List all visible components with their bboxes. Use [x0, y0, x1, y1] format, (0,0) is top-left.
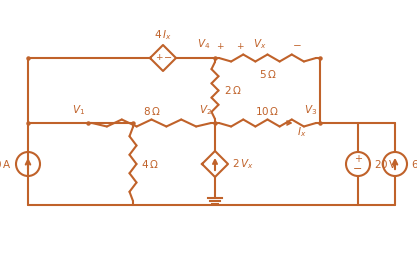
Text: $V_2$: $V_2$ — [199, 103, 212, 117]
Text: $6\,\mathrm{A}$: $6\,\mathrm{A}$ — [411, 158, 417, 170]
Text: $2\,V_x$: $2\,V_x$ — [232, 157, 254, 171]
Text: +: + — [155, 53, 163, 63]
Text: $V_1$: $V_1$ — [72, 103, 85, 117]
Text: $10\,\Omega$: $10\,\Omega$ — [255, 105, 280, 117]
Text: $8\,\Omega$: $8\,\Omega$ — [143, 105, 161, 117]
Text: $V_4$: $V_4$ — [197, 37, 210, 51]
Text: −: − — [164, 53, 172, 63]
Text: $V_3$: $V_3$ — [304, 103, 317, 117]
Text: $20\,\mathrm{V}$: $20\,\mathrm{V}$ — [374, 158, 398, 170]
Text: $5\,\Omega$: $5\,\Omega$ — [259, 68, 276, 80]
Text: −: − — [293, 41, 302, 51]
Text: $V_x$: $V_x$ — [253, 37, 266, 51]
Text: +: + — [216, 42, 224, 51]
Text: $4\,I_x$: $4\,I_x$ — [154, 28, 172, 42]
Text: $4\,\Omega$: $4\,\Omega$ — [141, 158, 159, 170]
Text: $10\,\mathrm{A}$: $10\,\mathrm{A}$ — [0, 158, 12, 170]
Text: $I_x$: $I_x$ — [297, 125, 307, 139]
Text: +: + — [354, 154, 362, 164]
Text: −: − — [353, 164, 363, 174]
Text: +: + — [236, 42, 243, 51]
Text: $2\,\Omega$: $2\,\Omega$ — [224, 84, 242, 97]
